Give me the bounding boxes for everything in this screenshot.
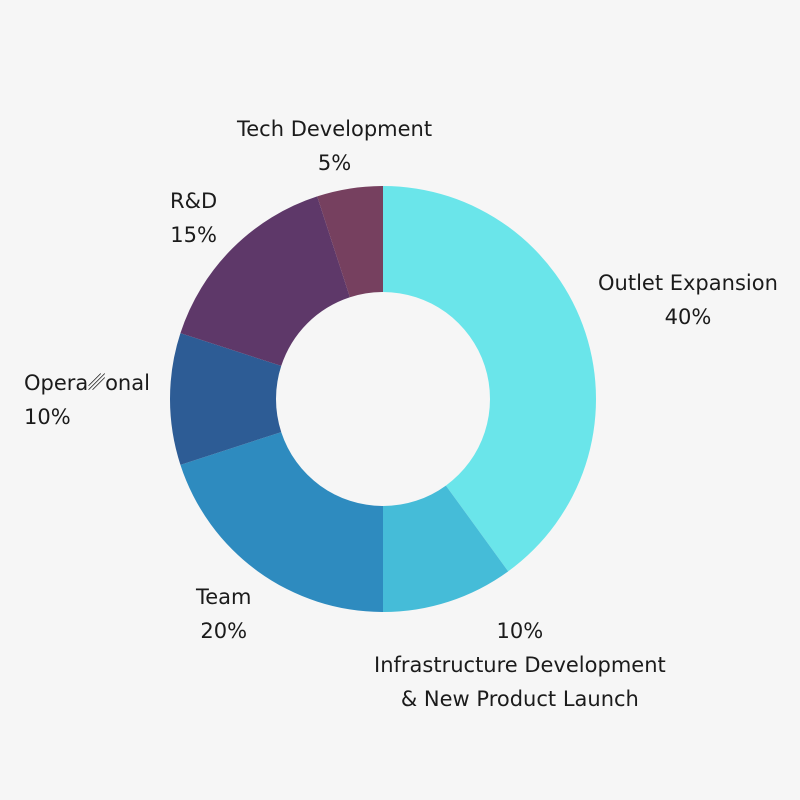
label-tech-development: Tech Development 5% bbox=[237, 112, 432, 180]
label-team: Team 20% bbox=[196, 580, 252, 648]
label-value: 40% bbox=[664, 305, 712, 329]
slice-rnd bbox=[180, 196, 350, 366]
label-value: 10% bbox=[24, 405, 71, 429]
label-name: Outlet Expansion bbox=[598, 271, 778, 295]
slice-tech-development bbox=[317, 186, 383, 298]
label-name: R&D bbox=[170, 189, 218, 213]
label-name: Opera␥onal bbox=[24, 371, 150, 395]
slice-operational bbox=[170, 333, 282, 465]
label-outlet-expansion: Outlet Expansion 40% bbox=[598, 266, 778, 334]
label-value: 15% bbox=[170, 223, 217, 247]
label-value: 5% bbox=[317, 151, 352, 175]
label-operational: Opera␥onal 10% bbox=[24, 366, 150, 434]
label-value: 20% bbox=[200, 619, 248, 643]
label-rnd: R&D 15% bbox=[170, 184, 217, 252]
label-name: Team bbox=[196, 585, 252, 609]
slice-outlet-expansion bbox=[383, 186, 597, 572]
label-name: Tech Development bbox=[237, 117, 433, 141]
label-infrastructure: 10% Infrastructure Development & New Pro… bbox=[374, 614, 666, 716]
slice-infrastructure bbox=[383, 485, 509, 612]
label-value: 10% bbox=[496, 619, 544, 643]
slice-team bbox=[180, 432, 383, 612]
label-name-line2: & New Product Launch bbox=[400, 687, 639, 711]
label-name: Infrastructure Development bbox=[374, 653, 666, 677]
